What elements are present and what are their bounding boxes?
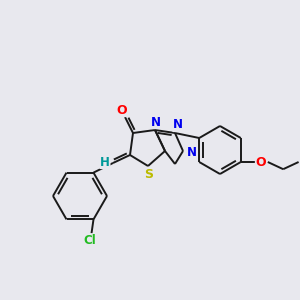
Text: N: N (173, 118, 183, 131)
Text: Cl: Cl (83, 234, 96, 247)
Text: N: N (151, 116, 161, 128)
Text: N: N (187, 146, 197, 158)
Text: O: O (256, 155, 266, 169)
Text: O: O (117, 103, 127, 116)
Text: H: H (100, 155, 110, 169)
Text: S: S (145, 169, 154, 182)
